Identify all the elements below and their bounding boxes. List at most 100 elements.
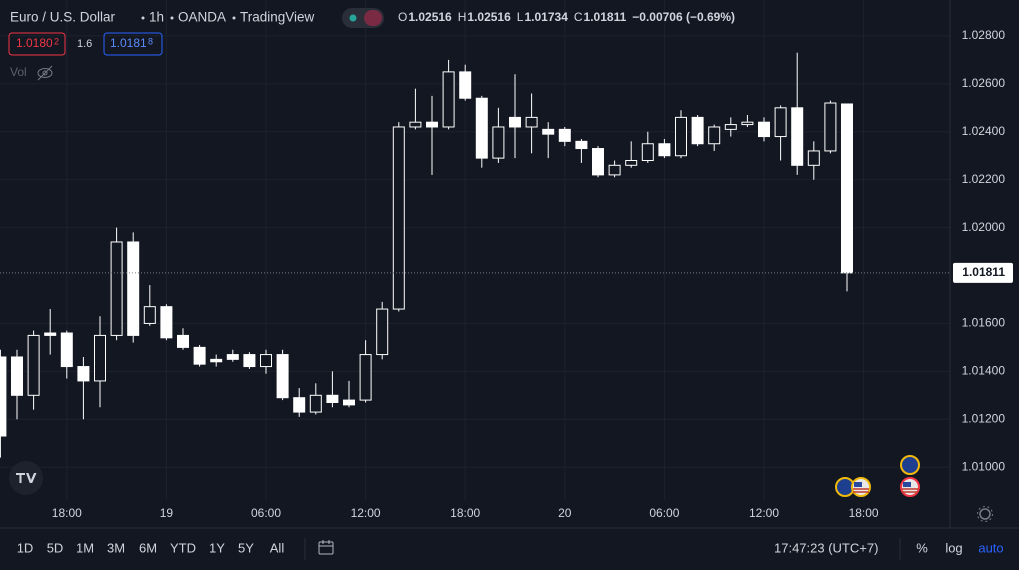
candle-body bbox=[791, 107, 804, 166]
interval[interactable]: 1h bbox=[149, 10, 164, 25]
exchange: OANDA bbox=[178, 10, 226, 25]
candle-body bbox=[774, 107, 787, 138]
y-tick-label: 1.01200 bbox=[962, 411, 1006, 425]
candle-body bbox=[758, 121, 770, 138]
y-tick-label: 1.02000 bbox=[962, 220, 1006, 234]
ohlc-value: 1.02516 bbox=[467, 10, 511, 24]
range-button[interactable]: 3M bbox=[107, 540, 125, 555]
change: −0.00706 (−0.69%) bbox=[632, 10, 735, 24]
candle-body bbox=[724, 124, 737, 130]
ohlc-legend: O 1.02516 H 1.02516 L 1.01734 C 1.01811 bbox=[398, 10, 627, 24]
candle-body bbox=[409, 121, 422, 128]
candle-body bbox=[509, 116, 521, 128]
candle-body bbox=[741, 121, 754, 126]
ohlc-label: O bbox=[398, 10, 407, 24]
candle-body bbox=[542, 128, 555, 135]
ohlc-value: 1.01811 bbox=[584, 10, 627, 24]
candle-body bbox=[309, 394, 322, 413]
candle-body bbox=[376, 308, 389, 356]
candle-body bbox=[276, 354, 289, 399]
y-tick-label: 1.01000 bbox=[962, 459, 1006, 473]
candle-body bbox=[841, 103, 853, 274]
sell-button[interactable] bbox=[8, 32, 66, 56]
data-status bbox=[364, 10, 382, 26]
market-status bbox=[349, 14, 357, 22]
clock[interactable]: 17:47:23 (UTC+7) bbox=[774, 540, 878, 555]
range-button[interactable]: 6M bbox=[139, 540, 157, 555]
x-tick-label: 19 bbox=[160, 506, 174, 520]
candle-body bbox=[27, 334, 40, 396]
x-tick-label: 20 bbox=[558, 506, 572, 520]
candle-body bbox=[691, 116, 704, 145]
ohlc-label: L bbox=[517, 10, 524, 24]
separator bbox=[141, 16, 145, 20]
candle-body bbox=[641, 143, 654, 162]
x-tick-label: 12:00 bbox=[749, 506, 779, 520]
buy-price: 1.0181 bbox=[110, 36, 147, 50]
settings-icon[interactable] bbox=[977, 506, 993, 522]
x-tick-label: 06:00 bbox=[251, 506, 281, 520]
sell-pip: 2 bbox=[54, 36, 59, 46]
candle-body bbox=[177, 334, 189, 348]
date-range-icon[interactable] bbox=[318, 540, 334, 555]
y-tick-label: 1.01600 bbox=[962, 316, 1006, 330]
range-button[interactable]: All bbox=[270, 540, 285, 555]
separator bbox=[170, 16, 174, 20]
candle-body bbox=[326, 394, 339, 403]
candle-body bbox=[608, 164, 621, 176]
logo[interactable] bbox=[9, 461, 43, 495]
candle-body bbox=[426, 121, 438, 128]
volume-label: Vol bbox=[10, 65, 27, 79]
scale-option[interactable]: auto bbox=[978, 540, 1003, 555]
ohlc-value: 1.02516 bbox=[408, 10, 452, 24]
y-tick-label: 1.02400 bbox=[962, 124, 1006, 138]
candle-body bbox=[127, 241, 140, 336]
candle-body bbox=[558, 128, 571, 142]
candle-body bbox=[210, 358, 223, 363]
price-tag-label: 1.01811 bbox=[962, 265, 1005, 279]
range-button[interactable]: 1M bbox=[76, 540, 94, 555]
scale-option[interactable]: % bbox=[916, 540, 928, 555]
range-button[interactable]: 1Y bbox=[209, 540, 225, 555]
y-tick-label: 1.02200 bbox=[962, 172, 1006, 186]
scale-option[interactable]: log bbox=[945, 540, 962, 555]
candle-body bbox=[592, 148, 604, 176]
x-tick-label: 18:00 bbox=[450, 506, 480, 520]
ohlc-label: H bbox=[458, 10, 467, 24]
candle-body bbox=[11, 356, 23, 396]
source: TradingView bbox=[240, 10, 315, 25]
sell-price: 1.0180 bbox=[16, 36, 53, 50]
candle-body bbox=[60, 332, 73, 368]
candle-body bbox=[525, 116, 538, 128]
candle-body bbox=[260, 354, 272, 368]
candle-body bbox=[824, 102, 837, 152]
candle-body bbox=[392, 126, 405, 310]
range-button[interactable]: 5Y bbox=[238, 540, 254, 555]
buy-button[interactable] bbox=[103, 32, 163, 56]
candle-body bbox=[442, 71, 455, 128]
candle-body bbox=[807, 150, 820, 166]
scale-options: % log auto bbox=[916, 540, 1003, 555]
candle-body bbox=[343, 399, 355, 406]
eye-hidden-icon[interactable] bbox=[37, 65, 53, 81]
range-button[interactable]: 1D bbox=[17, 540, 34, 555]
symbol[interactable]: Euro / U.S. Dollar bbox=[10, 10, 116, 25]
x-tick-label: 12:00 bbox=[351, 506, 381, 520]
y-tick-label: 1.01400 bbox=[962, 364, 1006, 378]
candle-body bbox=[94, 334, 106, 382]
candle-body bbox=[675, 116, 687, 157]
range-button[interactable]: YTD bbox=[170, 540, 196, 555]
ohlc-value: 1.01734 bbox=[524, 10, 568, 24]
event-icons[interactable] bbox=[835, 455, 920, 497]
y-tick-label: 1.02600 bbox=[962, 76, 1006, 90]
grid bbox=[0, 0, 950, 500]
range-button[interactable]: 5D bbox=[47, 540, 64, 555]
candle-body bbox=[193, 346, 206, 365]
candle-body bbox=[143, 306, 156, 324]
candle-body bbox=[625, 160, 638, 166]
candle-body bbox=[459, 71, 472, 99]
spread: 1.6 bbox=[77, 38, 92, 50]
candle-body bbox=[77, 366, 90, 382]
